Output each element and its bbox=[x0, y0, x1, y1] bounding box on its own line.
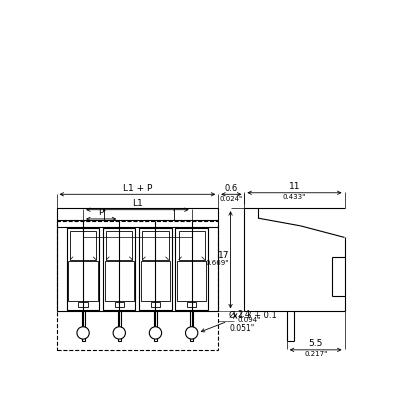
Bar bbox=[177, 261, 206, 300]
Text: 0.094": 0.094" bbox=[237, 317, 261, 323]
Bar bbox=[56, 208, 218, 311]
Bar bbox=[139, 228, 172, 310]
Bar bbox=[68, 261, 98, 300]
Text: 0.024": 0.024" bbox=[220, 196, 243, 202]
Text: L1 + P: L1 + P bbox=[123, 184, 152, 193]
Bar bbox=[103, 228, 135, 310]
Bar bbox=[179, 231, 205, 260]
Text: 0.051": 0.051" bbox=[229, 324, 254, 334]
Text: 0.433": 0.433" bbox=[283, 194, 306, 200]
Bar bbox=[67, 228, 99, 310]
Bar bbox=[151, 302, 160, 308]
Text: 17: 17 bbox=[218, 251, 229, 260]
Bar bbox=[187, 302, 196, 308]
Bar bbox=[118, 311, 121, 341]
Bar bbox=[79, 302, 88, 308]
Bar bbox=[175, 228, 208, 310]
Bar bbox=[142, 231, 169, 260]
Bar bbox=[105, 261, 134, 300]
Text: 5.5: 5.5 bbox=[308, 339, 323, 348]
Text: 0.669": 0.669" bbox=[206, 260, 229, 266]
Text: 2.4: 2.4 bbox=[237, 310, 250, 319]
Bar bbox=[56, 221, 218, 350]
Circle shape bbox=[113, 327, 126, 339]
Bar bbox=[190, 311, 193, 341]
Text: 0.6: 0.6 bbox=[225, 184, 238, 193]
Bar bbox=[141, 261, 170, 300]
Text: L1: L1 bbox=[132, 199, 143, 208]
Text: 0.217": 0.217" bbox=[304, 351, 327, 357]
Circle shape bbox=[77, 327, 89, 339]
Bar bbox=[106, 231, 132, 260]
Circle shape bbox=[186, 327, 198, 339]
Bar bbox=[70, 231, 96, 260]
Bar bbox=[81, 311, 85, 341]
Text: 11: 11 bbox=[289, 182, 300, 191]
Text: Ø 1.3 + 0.1: Ø 1.3 + 0.1 bbox=[229, 311, 277, 320]
Bar bbox=[154, 311, 157, 341]
Circle shape bbox=[149, 327, 162, 339]
Text: P: P bbox=[98, 208, 104, 218]
Bar bbox=[115, 302, 124, 308]
